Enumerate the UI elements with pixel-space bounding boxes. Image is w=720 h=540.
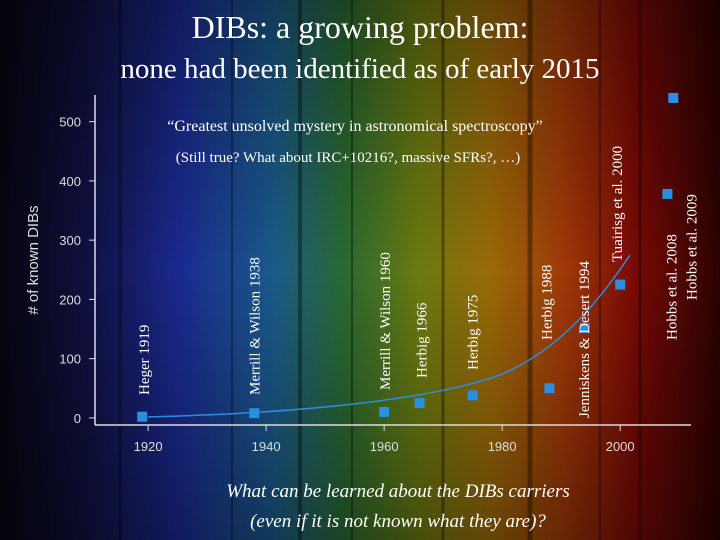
- point-label: Jenniskens & Desert 1994: [577, 260, 593, 418]
- title: DIBs: a growing problem:: [192, 9, 529, 45]
- data-point: [249, 408, 260, 419]
- point-label: Tuairisg et al. 2000: [610, 146, 626, 262]
- quote: “Greatest unsolved mystery in astronomic…: [167, 118, 542, 135]
- point-label: Herbig 1966: [415, 302, 431, 378]
- question: What can be learned about the DIBs carri…: [226, 481, 570, 502]
- point-label: Herbig 1988: [539, 265, 555, 340]
- data-point: [662, 188, 673, 199]
- x-tick-label: 1980: [488, 439, 517, 454]
- x-tick-label: 1940: [252, 439, 281, 454]
- x-tick-label: 1920: [134, 439, 163, 454]
- y-tick-label: 400: [59, 174, 81, 189]
- point-label: Hobbs et al. 2008: [664, 234, 680, 340]
- y-tick-label: 300: [59, 233, 81, 248]
- data-point: [615, 279, 626, 290]
- point-label: Hobbs et al. 2009: [684, 194, 700, 300]
- y-tick-label: 100: [59, 352, 81, 367]
- data-point: [379, 406, 390, 417]
- point-label: Merrill & Wilson 1938: [247, 257, 263, 395]
- x-tick-label: 1960: [370, 439, 399, 454]
- data-point: [579, 322, 590, 333]
- absorption-lines: [118, 0, 642, 540]
- plot: 0 100 200 300 400 500 1920 1940 1960 1980 2000 Hege…: [59, 92, 700, 454]
- point-label: Herbig 1975: [466, 295, 482, 370]
- subtitle: none had been identified as of early 201…: [120, 53, 599, 85]
- x-tick-label: 2000: [606, 439, 635, 454]
- data-point: [544, 383, 555, 394]
- data-point: [137, 411, 148, 422]
- data-point: [668, 92, 679, 103]
- y-tick-label: 500: [59, 115, 81, 130]
- y-tick-label: 0: [74, 411, 81, 426]
- question: (even if it is not known what they are)?: [250, 511, 546, 532]
- note: (Still true? What about IRC+10216?, mass…: [176, 150, 520, 166]
- y-axis-label: # of known DIBs: [25, 205, 42, 314]
- data-point: [467, 390, 478, 401]
- point-label: Merrill & Wilson 1960: [378, 252, 394, 390]
- y-tick-label: 200: [59, 292, 81, 307]
- data-point: [414, 398, 425, 409]
- point-label: Heger 1919: [137, 325, 153, 395]
- fit-curve: [147, 254, 631, 418]
